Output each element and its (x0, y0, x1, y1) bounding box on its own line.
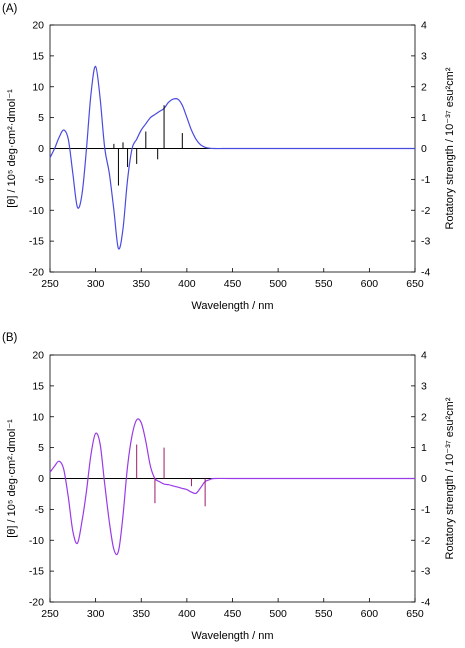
x-tick-label: 600 (361, 608, 379, 620)
x-tick-label: 650 (406, 278, 424, 290)
cd-spectrum-curve (49, 418, 415, 556)
y-right-tick-label: 0 (421, 143, 427, 155)
y-left-tick-label: 10 (32, 411, 44, 423)
x-tick-label: 350 (132, 278, 150, 290)
y-right-tick-label: -4 (421, 267, 430, 279)
y-left-tick-label: 5 (38, 442, 44, 454)
y-left-axis-label: [θ] / 10⁵ deg·cm²·dmol⁻¹ (6, 419, 18, 538)
x-axis-label: Wavelength / nm (191, 630, 273, 642)
panel-label: (A) (2, 3, 18, 15)
y-left-tick-label: 15 (32, 380, 44, 392)
y-right-tick-label: 1 (421, 112, 427, 124)
x-axis-label: Wavelength / nm (191, 300, 273, 312)
y-right-tick-label: -3 (421, 236, 430, 248)
x-tick-label: 500 (269, 608, 287, 620)
y-right-tick-label: -2 (421, 535, 430, 547)
x-tick-label: 500 (269, 278, 287, 290)
y-right-tick-label: -3 (421, 566, 430, 578)
y-right-tick-label: -1 (421, 504, 430, 516)
panel-label: (B) (2, 332, 18, 344)
y-right-tick-label: -1 (421, 174, 430, 186)
y-left-tick-label: 20 (32, 350, 44, 362)
y-left-axis-label: [θ] / 10⁵ deg·cm²·dmol⁻¹ (6, 89, 18, 208)
x-tick-label: 600 (361, 278, 379, 290)
y-left-tick-label: -20 (29, 597, 44, 609)
y-right-tick-label: 1 (421, 442, 427, 454)
y-right-tick-label: -2 (421, 205, 430, 217)
y-left-tick-label: 5 (38, 112, 44, 124)
x-tick-label: 650 (406, 608, 424, 620)
y-left-tick-label: 20 (32, 20, 44, 32)
x-tick-label: 300 (87, 278, 105, 290)
y-left-tick-label: 15 (32, 50, 44, 62)
x-tick-label: 400 (178, 278, 196, 290)
panel-a: (A)250 300 350 400 450 500 550 600 650-20-15-10-… (2, 3, 456, 312)
y-left-tick-label: -10 (29, 205, 44, 217)
y-left-tick-label: -5 (35, 174, 44, 186)
x-tick-label: 250 (41, 278, 59, 290)
y-right-tick-label: 3 (421, 50, 427, 62)
y-right-tick-label: 3 (421, 380, 427, 392)
y-right-tick-label: 4 (421, 350, 427, 362)
y-right-axis-label: Rotatory strength / 10⁻³⁷ esu²cm² (444, 67, 456, 229)
x-tick-label: 300 (87, 608, 105, 620)
x-tick-label: 350 (132, 608, 150, 620)
x-tick-label: 450 (224, 278, 242, 290)
y-right-axis-label: Rotatory strength / 10⁻³⁷ esu²cm² (444, 397, 456, 559)
x-tick-label: 250 (41, 608, 59, 620)
y-right-tick-label: 2 (421, 81, 427, 93)
x-tick-label: 550 (315, 608, 333, 620)
x-tick-label: 450 (224, 608, 242, 620)
panel-b: (B)250 300 350 400 450 500 550 600 650-20-15-10-… (2, 332, 456, 642)
x-tick-label: 400 (178, 608, 196, 620)
y-left-tick-label: -15 (29, 566, 44, 578)
y-left-tick-label: -15 (29, 236, 44, 248)
y-right-tick-label: 2 (421, 411, 427, 423)
y-left-tick-label: 0 (38, 143, 44, 155)
y-left-tick-label: -10 (29, 535, 44, 547)
y-right-tick-label: 0 (421, 473, 427, 485)
y-left-tick-label: -5 (35, 504, 44, 516)
y-left-tick-label: -20 (29, 267, 44, 279)
y-left-tick-label: 0 (38, 473, 44, 485)
cd-spectrum-curve (49, 65, 415, 250)
y-right-tick-label: 4 (421, 20, 427, 32)
x-tick-label: 550 (315, 278, 333, 290)
y-left-tick-label: 10 (32, 81, 44, 93)
y-right-tick-label: -4 (421, 597, 430, 609)
